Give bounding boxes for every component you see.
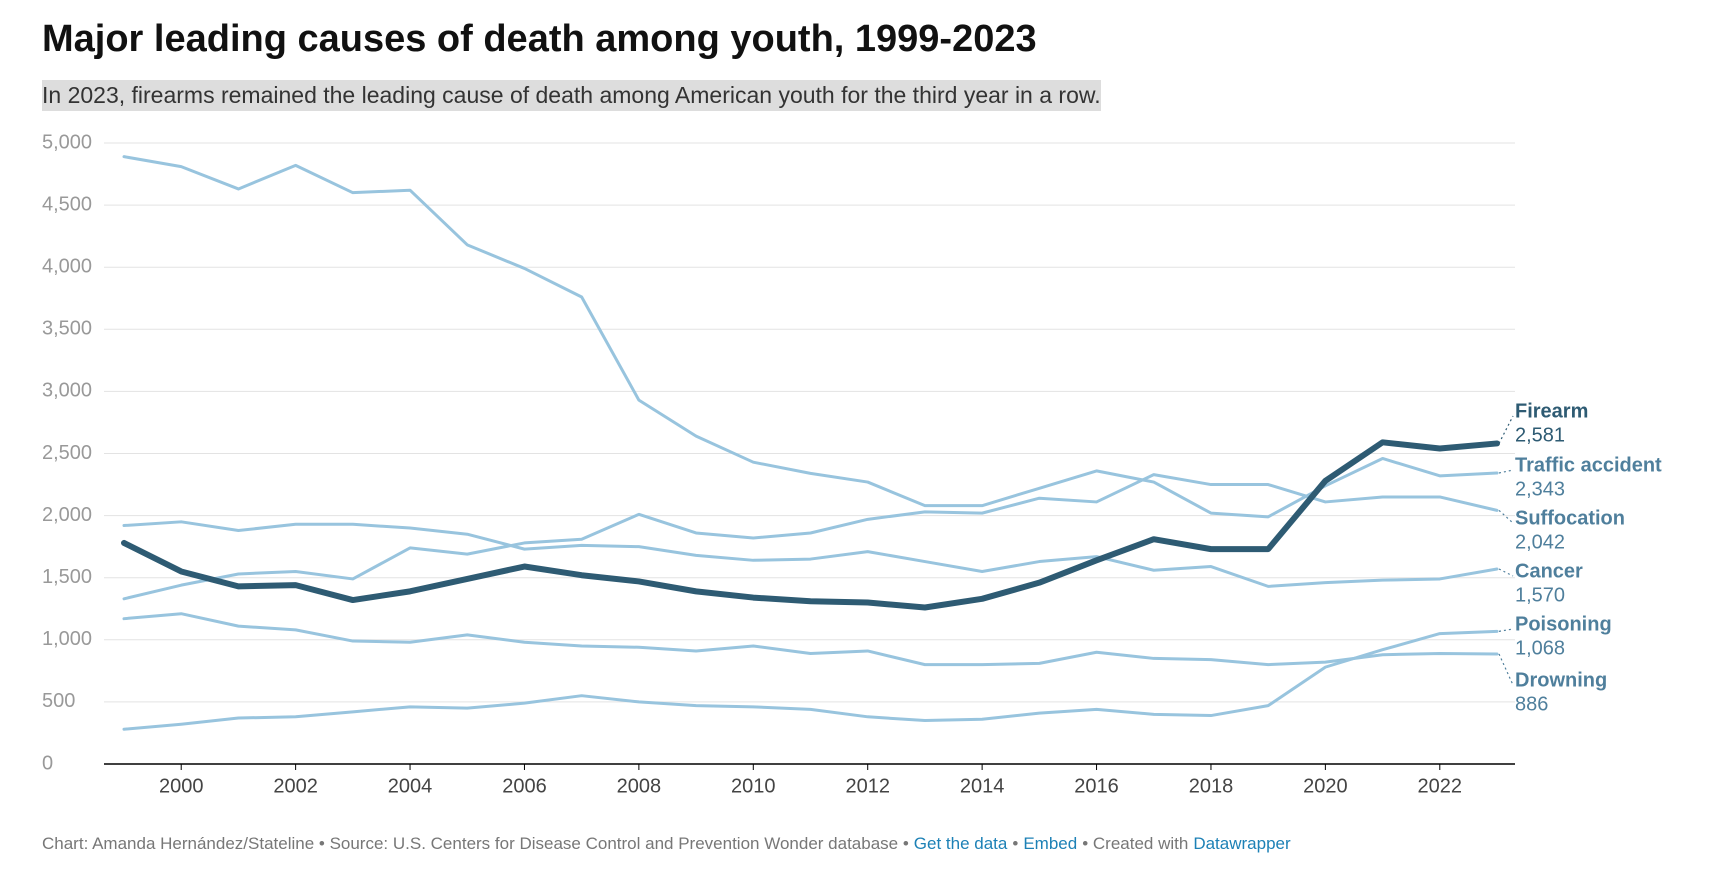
footer-text: • Created with bbox=[1082, 834, 1189, 853]
y-tick-label: 3,500 bbox=[42, 318, 92, 340]
value-label: 2,581 bbox=[1515, 424, 1565, 446]
series-line bbox=[122, 629, 1499, 731]
series-line bbox=[122, 155, 1499, 519]
series-label: Drowning bbox=[1515, 669, 1607, 691]
x-tick-label: 2012 bbox=[845, 775, 890, 797]
footer-text: • bbox=[1012, 834, 1019, 853]
value-label: 1,068 bbox=[1515, 637, 1565, 659]
series-line bbox=[122, 612, 1499, 667]
series-label: Suffocation bbox=[1515, 507, 1625, 529]
y-tick-label: 4,500 bbox=[42, 193, 92, 215]
series-label: Traffic accident bbox=[1515, 454, 1662, 476]
footer-link[interactable]: Datawrapper bbox=[1193, 834, 1291, 853]
series-line bbox=[122, 520, 1499, 588]
y-tick-label: 1,000 bbox=[42, 628, 92, 650]
value-label: 2,042 bbox=[1515, 531, 1565, 553]
x-tick-label: 2016 bbox=[1074, 775, 1119, 797]
series-label: Poisoning bbox=[1515, 613, 1612, 635]
y-tick-label: 1,500 bbox=[42, 566, 92, 588]
y-tick-label: 3,000 bbox=[42, 380, 92, 402]
x-tick-label: 2018 bbox=[1189, 775, 1234, 797]
series-label: Firearm bbox=[1515, 400, 1588, 422]
value-label: 886 bbox=[1515, 693, 1548, 715]
value-label: 2,343 bbox=[1515, 478, 1565, 500]
x-tick-label: 2014 bbox=[960, 775, 1005, 797]
footer-link[interactable]: Get the data bbox=[913, 834, 1008, 853]
x-tick-label: 2002 bbox=[273, 775, 318, 797]
label-connector bbox=[1498, 509, 1514, 524]
series-line bbox=[122, 473, 1499, 601]
y-tick-label: 4,000 bbox=[42, 255, 92, 277]
x-tick-label: 2022 bbox=[1418, 775, 1463, 797]
series-line bbox=[121, 439, 1500, 611]
label-connector bbox=[1498, 469, 1514, 474]
x-tick-label: 2010 bbox=[731, 775, 776, 797]
label-connector bbox=[1498, 415, 1514, 444]
label-connector bbox=[1498, 628, 1514, 632]
y-tick-label: 5,000 bbox=[42, 131, 92, 153]
x-tick-label: 2008 bbox=[617, 775, 662, 797]
chart: 0 500 1,000 1,500 2,000 2,500 3,000 3,500 4,000 4… bbox=[42, 131, 1662, 797]
chart-subtitle: In 2023, firearms remained the leading c… bbox=[42, 80, 1101, 111]
footer-link[interactable]: Embed bbox=[1023, 834, 1078, 853]
label-connector bbox=[1498, 568, 1514, 577]
value-label: 1,570 bbox=[1515, 584, 1565, 606]
y-tick-label: 500 bbox=[42, 690, 75, 712]
footer: Chart: Amanda Hernández/Stateline • Sour… bbox=[42, 834, 1296, 854]
x-tick-label: 2020 bbox=[1303, 775, 1348, 797]
x-tick-label: 2000 bbox=[159, 775, 204, 797]
y-tick-label: 2,000 bbox=[42, 504, 92, 526]
y-tick-label: 0 bbox=[42, 752, 53, 774]
x-tick-label: 2004 bbox=[388, 775, 433, 797]
series-label: Cancer bbox=[1515, 560, 1583, 582]
x-tick-label: 2006 bbox=[502, 775, 547, 797]
label-connector bbox=[1498, 653, 1514, 686]
footer-text: Chart: Amanda Hernández/Stateline • Sour… bbox=[42, 834, 909, 853]
chart-title: Major leading causes of death among yout… bbox=[42, 18, 1037, 60]
y-tick-label: 2,500 bbox=[42, 442, 92, 464]
